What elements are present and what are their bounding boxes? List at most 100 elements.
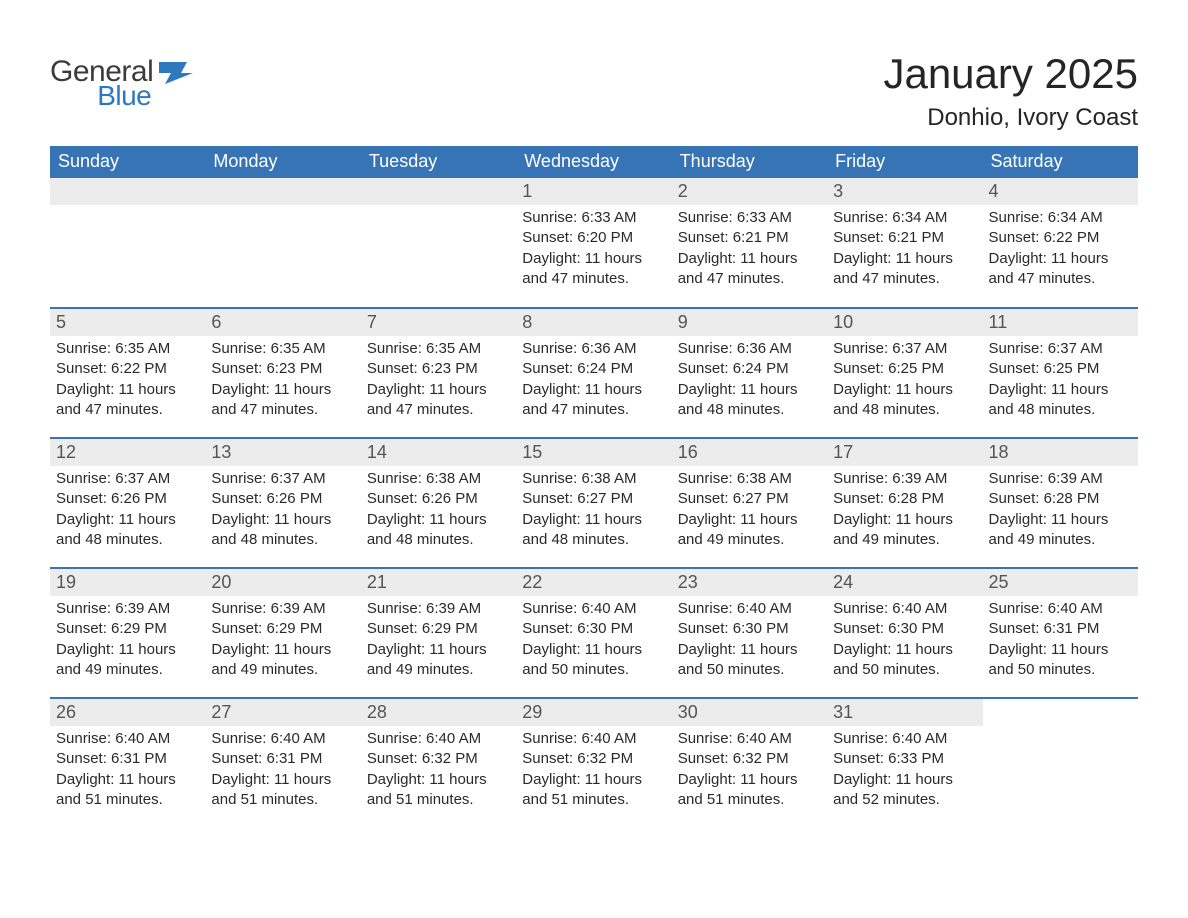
daylight-line: Daylight: 11 hours and 51 minutes. xyxy=(56,770,194,811)
sunrise-line: Sunrise: 6:39 AM xyxy=(833,469,971,489)
sunrise-line: Sunrise: 6:35 AM xyxy=(56,339,194,359)
sunrise-line: Sunrise: 6:37 AM xyxy=(989,339,1127,359)
sunset-line: Sunset: 6:27 PM xyxy=(522,489,660,509)
weekday-header: Saturday xyxy=(983,146,1138,178)
daylight-line: Daylight: 11 hours and 51 minutes. xyxy=(522,770,660,811)
day-number-strip: 9 xyxy=(672,309,827,336)
day-details: Sunrise: 6:40 AMSunset: 6:32 PMDaylight:… xyxy=(516,726,666,814)
calendar-head: SundayMondayTuesdayWednesdayThursdayFrid… xyxy=(50,146,1138,178)
sunset-line: Sunset: 6:29 PM xyxy=(211,619,349,639)
day-number-strip: 20 xyxy=(205,569,360,596)
day-details: Sunrise: 6:40 AMSunset: 6:33 PMDaylight:… xyxy=(827,726,977,814)
daylight-line: Daylight: 11 hours and 47 minutes. xyxy=(833,249,971,290)
page-header: General Blue January 2025 Donhio, Ivory … xyxy=(50,50,1138,132)
day-number-strip: 2 xyxy=(672,178,827,205)
day-details: Sunrise: 6:37 AMSunset: 6:25 PMDaylight:… xyxy=(983,336,1133,424)
brand-logo: General Blue xyxy=(50,50,193,108)
sunset-line: Sunset: 6:26 PM xyxy=(211,489,349,509)
calendar-day-cell: 20Sunrise: 6:39 AMSunset: 6:29 PMDayligh… xyxy=(205,568,360,698)
daylight-line: Daylight: 11 hours and 49 minutes. xyxy=(56,640,194,681)
calendar-day-cell: 3Sunrise: 6:34 AMSunset: 6:21 PMDaylight… xyxy=(827,178,982,308)
daylight-line: Daylight: 11 hours and 50 minutes. xyxy=(989,640,1127,681)
day-number-strip: 21 xyxy=(361,569,516,596)
sunrise-line: Sunrise: 6:38 AM xyxy=(367,469,505,489)
sunrise-line: Sunrise: 6:40 AM xyxy=(833,599,971,619)
day-details: Sunrise: 6:35 AMSunset: 6:23 PMDaylight:… xyxy=(205,336,355,424)
day-number-strip: 15 xyxy=(516,439,671,466)
calendar-table: SundayMondayTuesdayWednesdayThursdayFrid… xyxy=(50,146,1138,828)
sunset-line: Sunset: 6:28 PM xyxy=(989,489,1127,509)
daylight-line: Daylight: 11 hours and 49 minutes. xyxy=(989,510,1127,551)
daylight-line: Daylight: 11 hours and 49 minutes. xyxy=(367,640,505,681)
calendar-day-cell: 11Sunrise: 6:37 AMSunset: 6:25 PMDayligh… xyxy=(983,308,1138,438)
sunset-line: Sunset: 6:22 PM xyxy=(56,359,194,379)
calendar-day-cell xyxy=(50,178,205,308)
daylight-line: Daylight: 11 hours and 52 minutes. xyxy=(833,770,971,811)
day-number-strip: 7 xyxy=(361,309,516,336)
day-number-strip: 13 xyxy=(205,439,360,466)
calendar-day-cell: 13Sunrise: 6:37 AMSunset: 6:26 PMDayligh… xyxy=(205,438,360,568)
day-number-strip xyxy=(50,178,205,205)
day-details: Sunrise: 6:38 AMSunset: 6:27 PMDaylight:… xyxy=(516,466,666,554)
calendar-day-cell: 16Sunrise: 6:38 AMSunset: 6:27 PMDayligh… xyxy=(672,438,827,568)
calendar-day-cell: 6Sunrise: 6:35 AMSunset: 6:23 PMDaylight… xyxy=(205,308,360,438)
daylight-line: Daylight: 11 hours and 47 minutes. xyxy=(989,249,1127,290)
day-details: Sunrise: 6:39 AMSunset: 6:29 PMDaylight:… xyxy=(50,596,200,684)
day-number-strip: 26 xyxy=(50,699,205,726)
daylight-line: Daylight: 11 hours and 50 minutes. xyxy=(522,640,660,681)
daylight-line: Daylight: 11 hours and 48 minutes. xyxy=(56,510,194,551)
calendar-day-cell: 10Sunrise: 6:37 AMSunset: 6:25 PMDayligh… xyxy=(827,308,982,438)
calendar-day-cell: 23Sunrise: 6:40 AMSunset: 6:30 PMDayligh… xyxy=(672,568,827,698)
sunset-line: Sunset: 6:26 PM xyxy=(56,489,194,509)
daylight-line: Daylight: 11 hours and 48 minutes. xyxy=(989,380,1127,421)
calendar-day-cell: 22Sunrise: 6:40 AMSunset: 6:30 PMDayligh… xyxy=(516,568,671,698)
day-number-strip: 5 xyxy=(50,309,205,336)
sunrise-line: Sunrise: 6:37 AM xyxy=(833,339,971,359)
sunset-line: Sunset: 6:29 PM xyxy=(367,619,505,639)
day-details: Sunrise: 6:40 AMSunset: 6:31 PMDaylight:… xyxy=(50,726,200,814)
day-number-strip xyxy=(361,178,516,205)
sunrise-line: Sunrise: 6:38 AM xyxy=(522,469,660,489)
calendar-day-cell: 30Sunrise: 6:40 AMSunset: 6:32 PMDayligh… xyxy=(672,698,827,828)
sunrise-line: Sunrise: 6:35 AM xyxy=(211,339,349,359)
weekday-header: Tuesday xyxy=(361,146,516,178)
day-details: Sunrise: 6:38 AMSunset: 6:26 PMDaylight:… xyxy=(361,466,511,554)
day-details: Sunrise: 6:39 AMSunset: 6:29 PMDaylight:… xyxy=(361,596,511,684)
calendar-day-cell: 17Sunrise: 6:39 AMSunset: 6:28 PMDayligh… xyxy=(827,438,982,568)
brand-text: General Blue xyxy=(50,58,153,108)
sunrise-line: Sunrise: 6:33 AM xyxy=(522,208,660,228)
day-details: Sunrise: 6:40 AMSunset: 6:30 PMDaylight:… xyxy=(827,596,977,684)
sunset-line: Sunset: 6:29 PM xyxy=(56,619,194,639)
sunrise-line: Sunrise: 6:33 AM xyxy=(678,208,816,228)
sunset-line: Sunset: 6:20 PM xyxy=(522,228,660,248)
day-number-strip: 1 xyxy=(516,178,671,205)
daylight-line: Daylight: 11 hours and 48 minutes. xyxy=(833,380,971,421)
day-details: Sunrise: 6:33 AMSunset: 6:21 PMDaylight:… xyxy=(672,205,822,293)
sunrise-line: Sunrise: 6:34 AM xyxy=(989,208,1127,228)
calendar-day-cell: 7Sunrise: 6:35 AMSunset: 6:23 PMDaylight… xyxy=(361,308,516,438)
calendar-day-cell: 8Sunrise: 6:36 AMSunset: 6:24 PMDaylight… xyxy=(516,308,671,438)
day-details: Sunrise: 6:34 AMSunset: 6:22 PMDaylight:… xyxy=(983,205,1133,293)
day-number-strip: 18 xyxy=(983,439,1138,466)
sunrise-line: Sunrise: 6:39 AM xyxy=(989,469,1127,489)
day-number-strip: 12 xyxy=(50,439,205,466)
day-details: Sunrise: 6:39 AMSunset: 6:28 PMDaylight:… xyxy=(983,466,1133,554)
weekday-header: Sunday xyxy=(50,146,205,178)
day-details: Sunrise: 6:35 AMSunset: 6:23 PMDaylight:… xyxy=(361,336,511,424)
day-details: Sunrise: 6:40 AMSunset: 6:30 PMDaylight:… xyxy=(672,596,822,684)
sunset-line: Sunset: 6:24 PM xyxy=(522,359,660,379)
calendar-day-cell: 28Sunrise: 6:40 AMSunset: 6:32 PMDayligh… xyxy=(361,698,516,828)
sunrise-line: Sunrise: 6:37 AM xyxy=(56,469,194,489)
calendar-day-cell: 14Sunrise: 6:38 AMSunset: 6:26 PMDayligh… xyxy=(361,438,516,568)
calendar-day-cell: 9Sunrise: 6:36 AMSunset: 6:24 PMDaylight… xyxy=(672,308,827,438)
flag-icon xyxy=(159,62,193,84)
calendar-day-cell: 5Sunrise: 6:35 AMSunset: 6:22 PMDaylight… xyxy=(50,308,205,438)
daylight-line: Daylight: 11 hours and 48 minutes. xyxy=(678,380,816,421)
calendar-day-cell: 12 Sunrise: 6:37 AMSunset: 6:26 PMDayligh… xyxy=(50,438,205,568)
sunset-line: Sunset: 6:23 PM xyxy=(367,359,505,379)
sunset-line: Sunset: 6:32 PM xyxy=(678,749,816,769)
sunrise-line: Sunrise: 6:40 AM xyxy=(211,729,349,749)
weekday-header: Friday xyxy=(827,146,982,178)
sunset-line: Sunset: 6:33 PM xyxy=(833,749,971,769)
calendar-week-row: 12Sunrise: 6:37 AMSunset: 6:26 PMDayligh… xyxy=(50,438,1138,568)
